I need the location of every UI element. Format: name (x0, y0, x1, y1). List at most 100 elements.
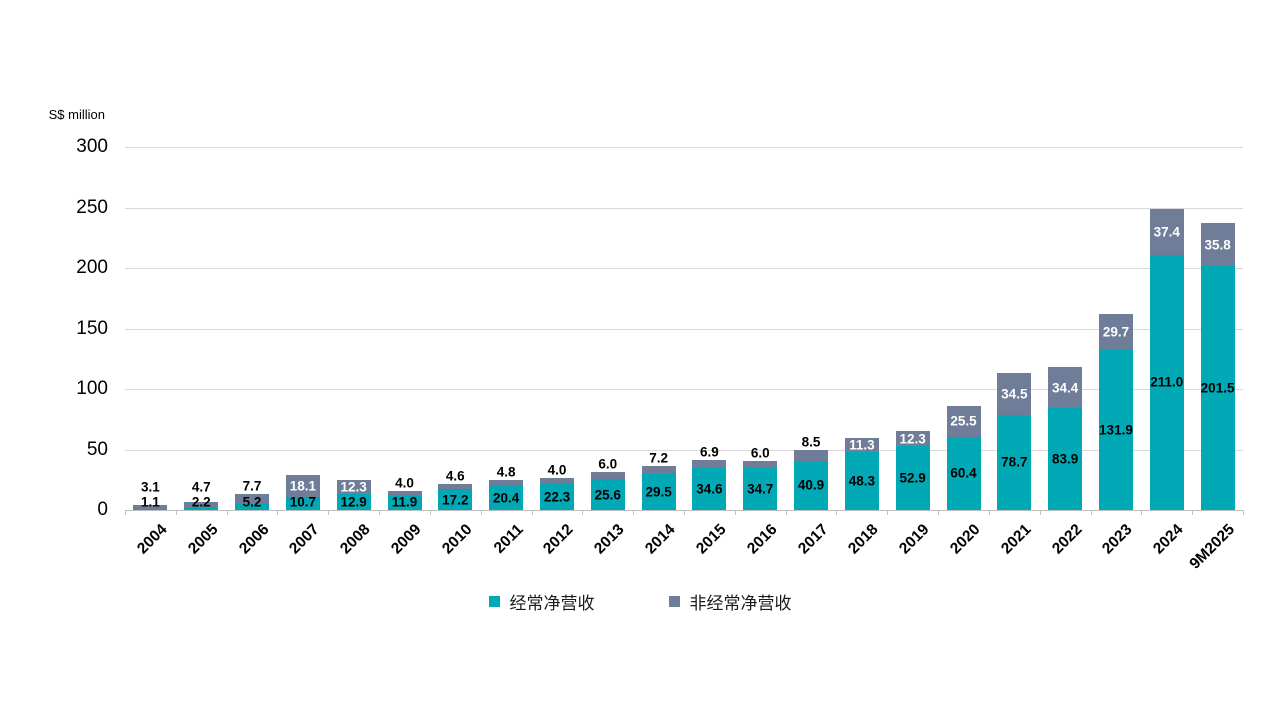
bar-segment-recurring (387, 495, 422, 510)
bar-segment-recurring (336, 494, 371, 510)
gridline (125, 328, 1243, 330)
bar-segment-recurring (946, 436, 981, 510)
data-label-nonrecurring: 7.7 (242, 478, 262, 494)
data-label-recurring: 22.3 (543, 489, 571, 504)
bar-segment-nonrecurring (1200, 222, 1235, 267)
x-axis-category-label: 2019 (896, 521, 933, 558)
data-label-recurring: 1.1 (141, 494, 160, 510)
x-axis-category-label: 2013 (591, 521, 628, 558)
y-axis-unit-label: S$ million (48, 107, 105, 122)
data-label-nonrecurring: 3.1 (141, 479, 160, 495)
data-label-recurring: 83.9 (1051, 451, 1079, 467)
x-axis-category-label: 2021 (997, 521, 1035, 558)
bar-segment-recurring (641, 474, 676, 510)
y-axis-tick-label: 50 (86, 438, 108, 460)
x-axis-tick (785, 510, 787, 515)
data-label-recurring: 131.9 (1099, 422, 1133, 438)
bar-segment-nonrecurring (794, 450, 829, 461)
gridline (125, 147, 1243, 148)
x-axis-category-label: 2014 (642, 521, 679, 558)
data-label-nonrecurring: 7.2 (649, 450, 668, 466)
bar-segment-nonrecurring (743, 460, 778, 468)
data-label-nonrecurring: 25.5 (950, 413, 977, 429)
data-label-recurring: 34.6 (696, 481, 723, 497)
bar-segment-nonrecurring (895, 431, 930, 446)
x-axis-tick (887, 510, 889, 515)
bar-segment-recurring (133, 508, 168, 510)
data-label-recurring: 29.5 (645, 484, 672, 500)
bar-segment-nonrecurring (336, 479, 371, 495)
data-label-recurring: 11.9 (391, 494, 418, 510)
bar-segment-recurring (285, 497, 320, 510)
data-label-recurring: 48.3 (848, 473, 875, 489)
bar-segment-nonrecurring (539, 478, 574, 483)
y-axis-tick-label: 150 (76, 317, 108, 339)
x-axis-category-label: 2005 (184, 521, 222, 558)
bar-segment-recurring (489, 485, 524, 510)
bar-segment-nonrecurring (1048, 366, 1083, 409)
bar-segment-nonrecurring (184, 501, 219, 508)
x-axis-tick (1090, 510, 1092, 515)
x-axis-tick (277, 510, 279, 515)
data-label-nonrecurring: 34.4 (1051, 380, 1079, 396)
x-axis-tick (480, 510, 482, 515)
bar-segment-recurring (844, 451, 879, 510)
x-axis-category-label: 2007 (286, 521, 323, 558)
x-axis-tick (582, 510, 584, 515)
data-label-recurring: 17.2 (442, 492, 469, 508)
bar-segment-recurring (1149, 254, 1184, 510)
legend: 经常净营收 非经常净营收 (0, 589, 1280, 614)
x-axis-category-label: 2023 (1099, 521, 1136, 558)
y-axis-tick-label: 300 (76, 136, 108, 157)
data-label-nonrecurring: 8.5 (801, 434, 821, 450)
data-label-recurring: 211.0 (1150, 374, 1184, 390)
data-label-nonrecurring: 11.3 (849, 437, 875, 453)
bar-segment-nonrecurring (285, 475, 320, 498)
x-axis-tick (429, 510, 431, 515)
data-label-nonrecurring: 6.0 (598, 456, 618, 472)
x-axis-tick (1141, 510, 1143, 515)
data-label-nonrecurring: 4.8 (496, 464, 516, 479)
x-axis-tick (379, 510, 381, 515)
x-axis-category-label: 2015 (693, 521, 730, 558)
data-label-nonrecurring: 4.0 (547, 462, 567, 478)
data-label-recurring: 12.9 (340, 494, 367, 510)
bar-segment-nonrecurring (438, 483, 473, 490)
x-axis-category-label: 2024 (1150, 521, 1187, 558)
x-axis-tick (988, 510, 990, 515)
bar-segment-recurring (895, 445, 930, 510)
data-label-nonrecurring: 12.3 (340, 479, 367, 495)
x-axis-category-label: 2008 (337, 521, 374, 558)
data-label-recurring: 25.6 (594, 487, 621, 502)
x-axis-tick (226, 510, 228, 515)
x-axis-tick (1243, 510, 1244, 515)
bar-segment-recurring (1200, 266, 1235, 510)
x-axis-tick (836, 510, 838, 515)
x-axis-tick (328, 510, 330, 515)
legend-swatch-icon (668, 596, 680, 607)
bar-segment-nonrecurring (1098, 314, 1133, 351)
bar-segment-recurring (1098, 350, 1133, 510)
gridline (125, 268, 1243, 269)
data-label-nonrecurring: 34.5 (1001, 386, 1028, 402)
bar-segment-nonrecurring (489, 479, 524, 486)
data-label-nonrecurring: 6.9 (700, 444, 719, 460)
gridline (125, 389, 1243, 390)
x-axis-category-label: 2011 (490, 521, 527, 557)
bar-segment-nonrecurring (590, 471, 625, 479)
data-label-recurring: 34.7 (747, 481, 774, 497)
legend-label: 经常净营收 (509, 594, 595, 613)
data-label-recurring: 40.9 (797, 477, 825, 493)
data-label-nonrecurring: 4.0 (395, 475, 414, 491)
bar-segment-nonrecurring (235, 494, 270, 504)
x-axis-category-label: 2009 (388, 521, 425, 558)
data-label-nonrecurring: 18.1 (289, 478, 316, 494)
data-label-nonrecurring: 6.0 (750, 445, 770, 461)
data-label-nonrecurring: 4.7 (191, 479, 211, 495)
data-label-nonrecurring: 12.3 (899, 431, 926, 447)
legend-swatch-icon (488, 596, 500, 607)
data-label-recurring: 52.9 (899, 470, 926, 486)
bar-segment-recurring (743, 468, 778, 510)
data-label-recurring: 10.7 (289, 494, 316, 510)
